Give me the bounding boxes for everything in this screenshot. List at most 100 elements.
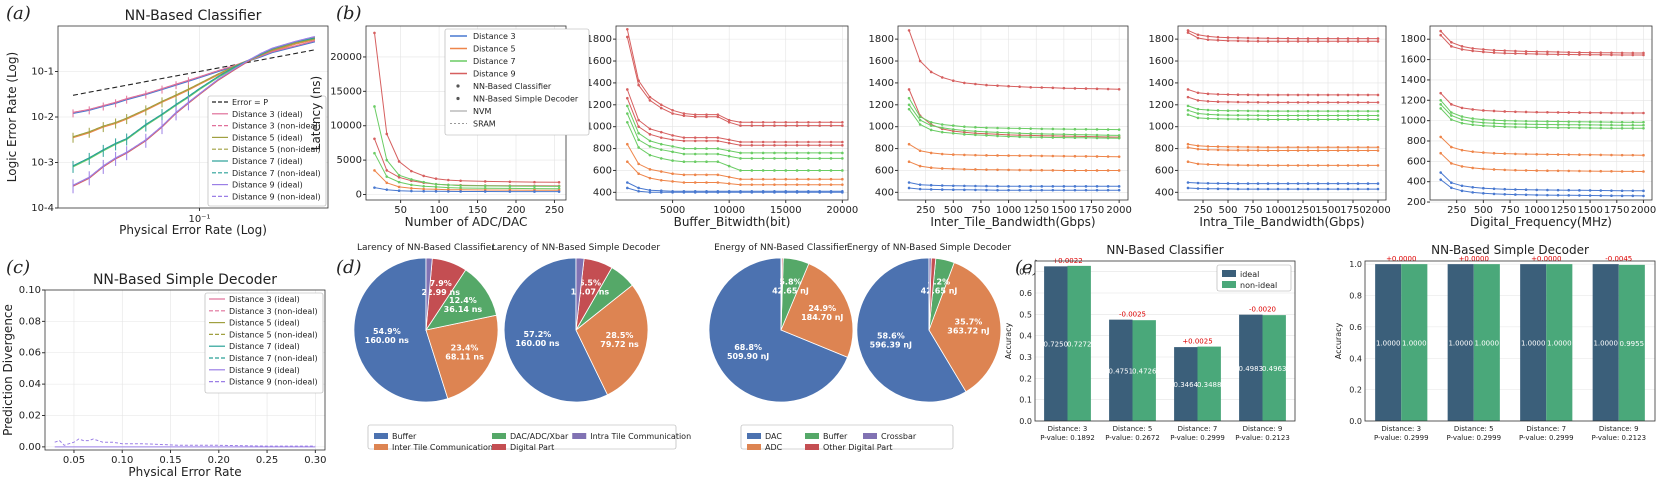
legend-label: Buffer [823, 432, 848, 441]
data-point [1226, 145, 1230, 149]
data-point [637, 125, 640, 128]
series-line [1187, 187, 1378, 190]
data-point [1482, 186, 1485, 190]
data-point [1535, 193, 1539, 197]
y-tick-label: 1.0 [1349, 260, 1362, 269]
data-point [1206, 35, 1210, 38]
data-point [1326, 93, 1330, 97]
data-point [1018, 131, 1021, 135]
x-axis-label: Physical Error Rate (Log) [119, 223, 267, 237]
x-tick-label: 500 [944, 205, 963, 216]
data-point [1186, 181, 1190, 184]
data-point [1610, 189, 1613, 192]
data-point [1642, 126, 1645, 130]
x-tick-label: 1250 [1023, 205, 1048, 216]
series-line [1440, 179, 1644, 197]
data-point [1018, 127, 1021, 130]
data-point [1256, 36, 1260, 40]
data-point [761, 183, 765, 186]
data-point [1471, 47, 1474, 50]
bar-value-label: 0.3488 [1197, 381, 1222, 389]
y-tick-label: 0.4 [1349, 354, 1362, 363]
data-point [1471, 120, 1474, 123]
data-point [1471, 108, 1474, 111]
data-point [1216, 148, 1220, 152]
data-point [795, 177, 799, 181]
data-point [1535, 123, 1539, 126]
data-point [693, 147, 697, 150]
legend-swatch [374, 433, 388, 439]
data-point [508, 180, 512, 184]
data-point [1535, 169, 1539, 172]
data-point [1084, 128, 1088, 131]
data-point [533, 180, 536, 184]
data-point [1376, 118, 1380, 121]
legend-label: Distance 5 (non-ideal) [229, 330, 318, 339]
data-point [996, 168, 999, 172]
data-point [637, 138, 640, 142]
data-point [1492, 121, 1496, 125]
data-point [1306, 109, 1310, 113]
pie-value-label: 22.99 ns [421, 288, 460, 297]
legend-label: Intra Tile Communication [590, 432, 691, 441]
data-point [1226, 39, 1230, 42]
data-point [1492, 48, 1496, 52]
data-point [659, 148, 663, 151]
data-point [410, 187, 413, 190]
data-point [773, 177, 776, 181]
data-point [1631, 126, 1635, 130]
data-point [727, 141, 731, 145]
pie-slice [503, 257, 609, 403]
data-point [1186, 146, 1190, 149]
data-point [1439, 91, 1442, 95]
data-point [447, 186, 450, 189]
data-point [829, 177, 833, 181]
data-point [1007, 131, 1010, 135]
data-point [1524, 50, 1528, 53]
data-point [1256, 149, 1260, 152]
data-point [1073, 188, 1077, 192]
y-tick-label: 1600 [587, 56, 612, 67]
data-point [1246, 39, 1250, 43]
bar-value-label: 1.0000 [1547, 340, 1572, 348]
data-point [1256, 187, 1260, 191]
data-point [940, 130, 944, 134]
data-point [739, 191, 742, 194]
data-point [1356, 40, 1360, 43]
plot-area-b2 [616, 26, 848, 200]
x-tick-label: 0.05 [63, 455, 85, 466]
data-point [447, 178, 450, 182]
data-point [716, 147, 720, 150]
data-point [1246, 117, 1250, 121]
bar-value-label: 0.4983 [1239, 365, 1264, 373]
legend-label: Distance 7 (ideal) [229, 342, 300, 351]
data-point [1460, 165, 1464, 168]
pie-title: Larency of NN-Based Classifier [357, 243, 495, 253]
pvalue-label: P-value: 0.2123 [1591, 434, 1646, 442]
bar [1401, 264, 1428, 421]
data-point [533, 184, 536, 188]
data-point [693, 115, 697, 119]
legend-swatch [456, 96, 460, 101]
data-point [1196, 181, 1200, 185]
data-point [434, 188, 438, 191]
bar [1044, 266, 1068, 421]
data-point [410, 183, 413, 187]
data-point [1376, 114, 1380, 117]
data-point [1276, 149, 1280, 152]
x-tick-label: 200 [506, 205, 525, 216]
series-line [374, 187, 560, 193]
data-point [841, 169, 844, 172]
y-tick-label: 1600 [1149, 56, 1174, 67]
x-tick-label: 1250 [1290, 205, 1315, 216]
y-axis-label: Logic Error Rate (Log) [5, 52, 19, 182]
data-point [761, 177, 765, 181]
data-point [1018, 168, 1021, 172]
data-point [907, 181, 911, 184]
data-point [1007, 154, 1010, 157]
x-tick-label: Distance: 7 [1526, 425, 1566, 433]
data-point [727, 149, 731, 153]
data-point [1450, 103, 1453, 106]
data-point [818, 177, 822, 181]
bar [1592, 264, 1619, 421]
